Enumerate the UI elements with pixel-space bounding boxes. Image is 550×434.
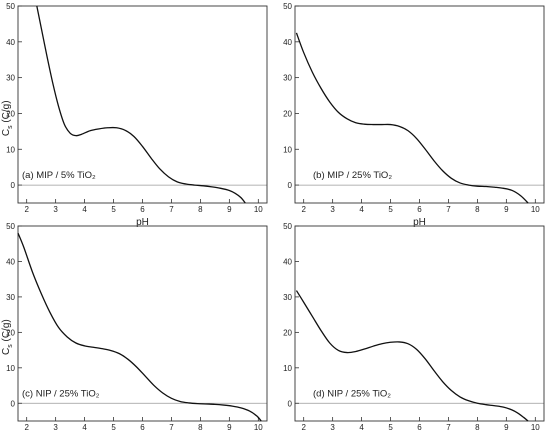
x-tick-label: 5 bbox=[111, 423, 116, 432]
x-tick-label: 8 bbox=[475, 423, 480, 432]
y-tick-label: 50 bbox=[6, 222, 15, 231]
y-tick-label: 50 bbox=[283, 2, 292, 11]
x-tick-label: 3 bbox=[330, 423, 335, 432]
y-tick-label: 50 bbox=[283, 222, 292, 231]
y-tick-label: 0 bbox=[11, 399, 16, 408]
chart-panel-1: 2 3 4 5 6 7 8 9 10 0 10 20 30 40 50 pH (b) MIP / 25% TiO… bbox=[283, 2, 545, 228]
x-tick-label: 6 bbox=[140, 423, 145, 432]
x-tick-label: 8 bbox=[198, 205, 203, 214]
panel-label: (c) NIP / 25% TiO₂ bbox=[22, 388, 100, 399]
y-tick-label: 40 bbox=[283, 257, 292, 266]
series-line bbox=[295, 290, 529, 422]
x-tick-label: 10 bbox=[254, 423, 263, 432]
x-tick-label: 2 bbox=[24, 205, 29, 214]
x-axis-label: pH bbox=[413, 217, 426, 228]
x-tick-label: 8 bbox=[475, 205, 480, 214]
x-tick-label: 4 bbox=[82, 205, 87, 214]
x-tick-label: 5 bbox=[388, 423, 393, 432]
x-tick-label: 9 bbox=[227, 423, 232, 432]
y-tick-label: 10 bbox=[283, 364, 292, 373]
x-tick-label: 9 bbox=[227, 205, 232, 214]
series-line bbox=[36, 5, 246, 204]
x-tick-label: 9 bbox=[504, 423, 509, 432]
x-tick-label: 9 bbox=[504, 205, 509, 214]
x-tick-label: 6 bbox=[417, 423, 422, 432]
panel-label: (b) MIP / 25% TiO₂ bbox=[313, 170, 392, 181]
y-axis-label-unit: (C/g) bbox=[1, 319, 12, 344]
x-tick-label: 3 bbox=[53, 205, 58, 214]
x-tick-label: 10 bbox=[531, 205, 540, 214]
x-tick-label: 7 bbox=[169, 205, 174, 214]
y-axis-label-sub: s bbox=[7, 344, 14, 348]
y-axis-label-unit: (C/g) bbox=[1, 100, 12, 125]
x-tick-label: 10 bbox=[254, 205, 263, 214]
x-tick-label: 7 bbox=[446, 205, 451, 214]
x-axis-label: pH bbox=[136, 217, 149, 228]
x-tick-label: 8 bbox=[198, 423, 203, 432]
x-tick-label: 7 bbox=[169, 423, 174, 432]
y-axis-label: Cs (C/g) bbox=[1, 319, 14, 355]
x-tick-label: 10 bbox=[531, 423, 540, 432]
y-tick-label: 0 bbox=[288, 181, 293, 190]
x-tick-label: 3 bbox=[330, 205, 335, 214]
panel-label: (d) NIP / 25% TiO₂ bbox=[313, 388, 391, 399]
x-tick-label: 6 bbox=[417, 205, 422, 214]
y-tick-label: 50 bbox=[6, 2, 15, 11]
y-axis-label-main: C bbox=[1, 348, 12, 355]
y-tick-label: 30 bbox=[283, 293, 292, 302]
y-tick-label: 0 bbox=[11, 181, 16, 190]
y-tick-label: 20 bbox=[283, 109, 292, 118]
x-tick-label: 4 bbox=[82, 423, 87, 432]
x-tick-label: 2 bbox=[24, 423, 29, 432]
x-tick-label: 3 bbox=[53, 423, 58, 432]
y-tick-label: 40 bbox=[6, 38, 15, 47]
y-tick-label: 20 bbox=[6, 328, 15, 337]
chart-panel-0: 2 3 4 5 6 7 8 9 10 0 10 20 30 40 50 pH Cs (C/g) (a) MIP /… bbox=[1, 2, 268, 228]
x-tick-label: 7 bbox=[446, 423, 451, 432]
y-tick-label: 20 bbox=[6, 109, 15, 118]
series-line bbox=[17, 232, 262, 422]
y-axis-label-main: C bbox=[1, 129, 12, 136]
x-tick-label: 2 bbox=[301, 205, 306, 214]
x-tick-label: 6 bbox=[140, 205, 145, 214]
y-tick-label: 10 bbox=[6, 364, 15, 373]
y-tick-label: 40 bbox=[6, 257, 15, 266]
x-tick-label: 5 bbox=[111, 205, 116, 214]
y-tick-label: 30 bbox=[6, 293, 15, 302]
y-tick-label: 20 bbox=[283, 328, 292, 337]
panel-label: (a) MIP / 5% TiO₂ bbox=[22, 170, 96, 181]
y-tick-label: 10 bbox=[6, 145, 15, 154]
series-line bbox=[295, 32, 529, 204]
x-tick-label: 4 bbox=[359, 205, 364, 214]
x-tick-label: 4 bbox=[359, 423, 364, 432]
y-tick-label: 0 bbox=[288, 399, 293, 408]
y-axis-label: Cs (C/g) bbox=[1, 100, 14, 136]
y-tick-label: 30 bbox=[6, 74, 15, 83]
x-tick-label: 5 bbox=[388, 205, 393, 214]
x-tick-label: 2 bbox=[301, 423, 306, 432]
y-tick-label: 30 bbox=[283, 74, 292, 83]
y-tick-label: 10 bbox=[283, 145, 292, 154]
y-axis-label-sub: s bbox=[7, 125, 14, 129]
y-tick-label: 40 bbox=[283, 38, 292, 47]
